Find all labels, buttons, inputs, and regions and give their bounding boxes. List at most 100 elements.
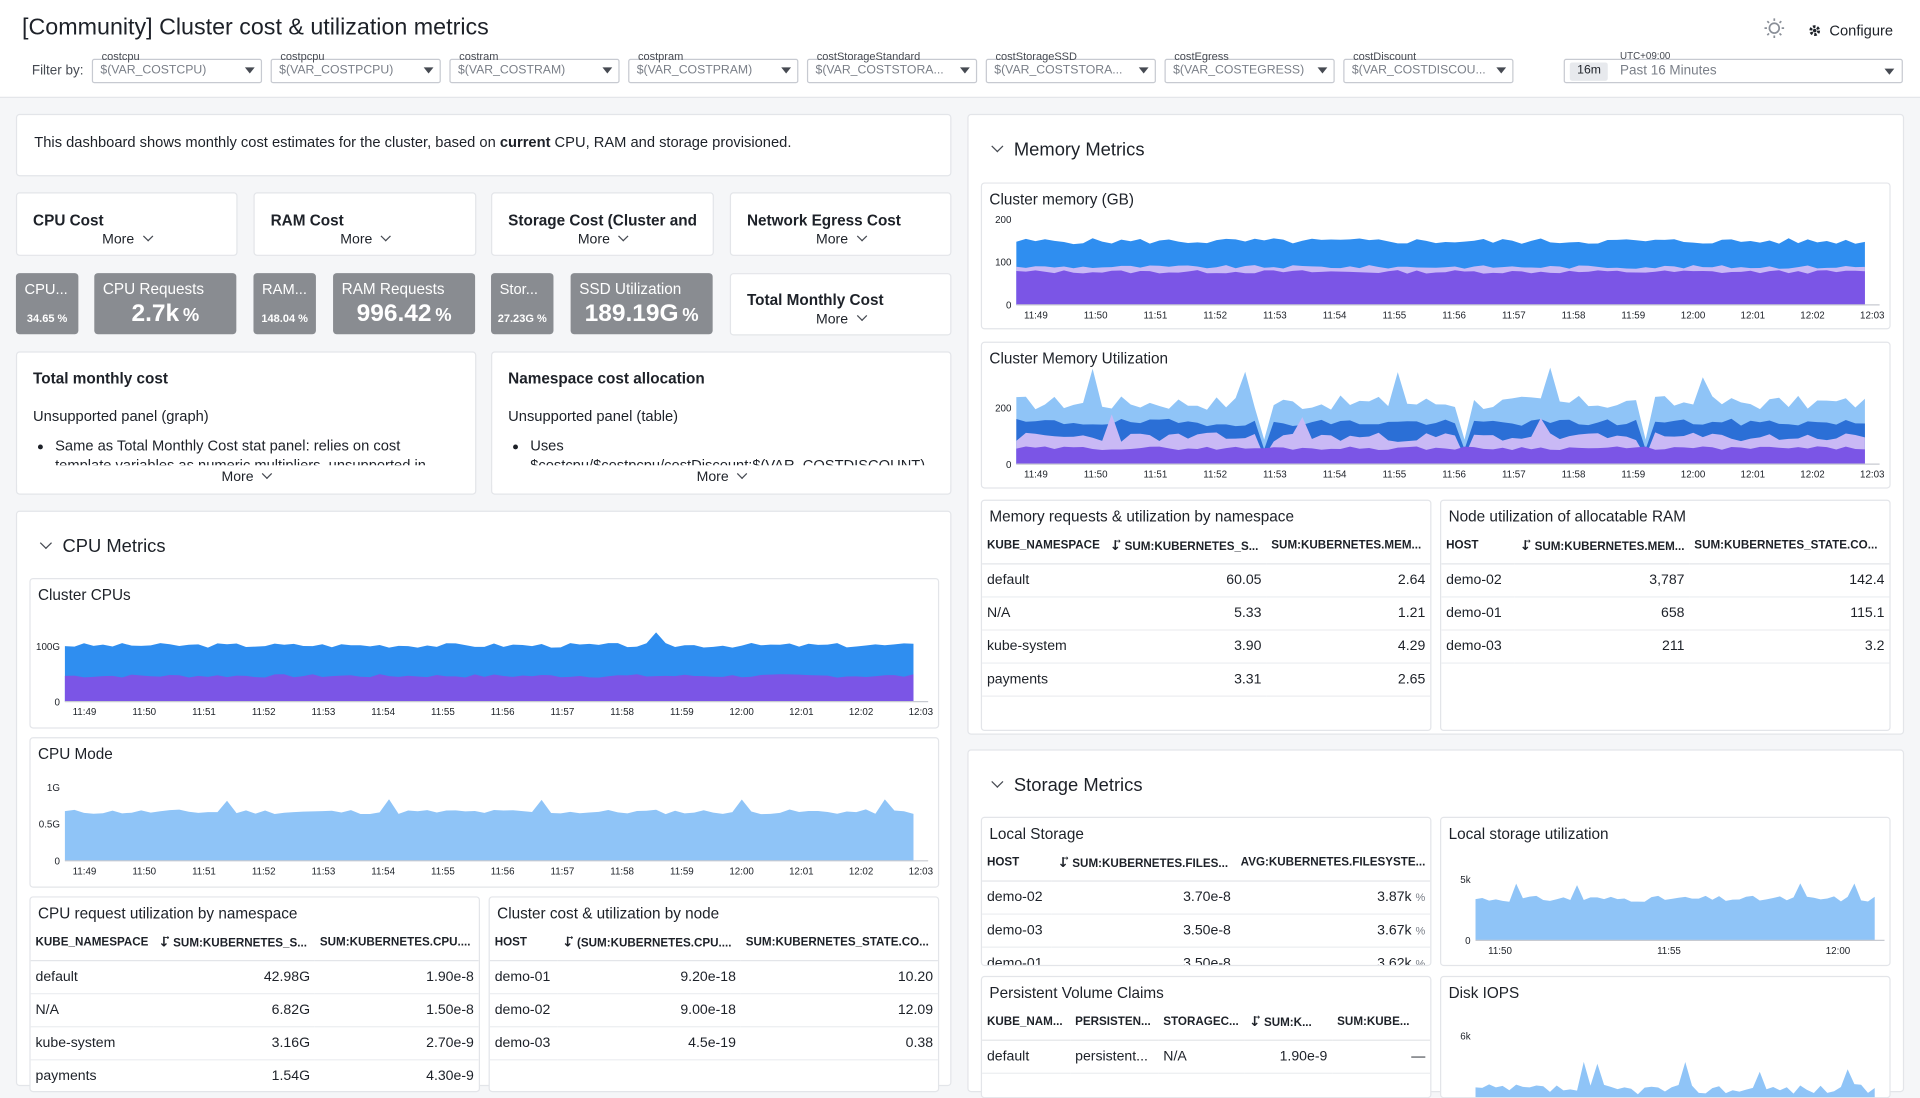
sort-desc-icon: ↓⃗ <box>562 935 574 951</box>
x-tick-label: 11:58 <box>1562 470 1586 481</box>
cpu-request-ns-table: KUBE_NAMESPACE ↓⃗ SUM:KUBERNETES_S... SUM:K… <box>30 933 479 1092</box>
x-tick-label: 12:00 <box>729 866 754 877</box>
x-tick-label: 11:50 <box>132 707 156 718</box>
cpu-metrics-header[interactable]: CPU Metrics <box>37 536 166 557</box>
table-row: N/A 5.33 1.21 <box>982 596 1431 631</box>
table-row: kube-system 3.90 4.29 <box>982 629 1431 664</box>
chevron-down-icon <box>142 231 153 242</box>
x-tick-label: 11:56 <box>491 866 515 877</box>
x-tick-label: 11:51 <box>192 707 216 718</box>
chevron-down-icon <box>380 231 392 242</box>
more-button[interactable]: More <box>731 231 950 247</box>
x-tick-label: 11:58 <box>610 866 634 877</box>
series-area <box>1475 883 1875 941</box>
x-tick-label: 11:57 <box>551 866 575 877</box>
more-button[interactable]: More <box>492 468 951 485</box>
caret-down-icon <box>244 67 255 74</box>
storage-metrics-section: Storage Metrics Local Storage HOST ↓⃗ SUM:… <box>967 749 1905 1098</box>
more-button[interactable]: More <box>17 231 236 247</box>
chevron-down-icon <box>856 310 867 322</box>
cpu-cost-card: CPU Cost More <box>15 192 238 256</box>
memory-metrics-header[interactable]: Memory Metrics <box>988 140 1145 160</box>
cluster-memory-panel[interactable]: Cluster memory (GB) 11:49 11:50 11:51 11:52… <box>980 182 1891 330</box>
template-var-costpcpu[interactable]: $(VAR_COSTPCPU) costpcpu <box>270 50 441 84</box>
total-monthly-cost-panel: Total monthly cost Unsupported panel (gr… <box>15 351 477 495</box>
table-row: demo-02 3,787 142.4 <box>1441 563 1890 597</box>
x-tick-label: 12:00 <box>1681 470 1706 481</box>
memory-utilization-panel[interactable]: Cluster Memory Utilization 11:49 11:50 11:… <box>980 341 1891 489</box>
x-tick-label: 11:50 <box>132 866 156 877</box>
network-egress-cost-card: Network Egress Cost More <box>729 192 952 256</box>
storage-utilization-stat[interactable]: Stor... 27.23G % <box>491 273 554 335</box>
sort-desc-icon: ↓⃗ <box>1519 539 1531 554</box>
more-button[interactable]: More <box>731 310 950 327</box>
settings-sun-icon[interactable] <box>1763 17 1785 43</box>
time-range-picker[interactable]: 16m Past 16 Minutes UTC+09:00 <box>1563 50 1903 84</box>
cpu-mode-panel[interactable]: CPU Mode 11:49 11:50 11:51 11:52 11:53 11:54 1… <box>29 737 940 888</box>
more-button[interactable]: More <box>492 231 712 247</box>
caret-down-icon <box>781 67 792 74</box>
memory-utilization-chart: 11:49 11:50 11:51 11:52 11:53 11:54 11:55 11:56… <box>995 367 1885 481</box>
x-tick-label: 11:55 <box>1382 310 1406 321</box>
dashboard-title: [Community] Cluster cost & utilization m… <box>22 14 489 41</box>
x-tick-label: 12:01 <box>1741 310 1765 321</box>
node-ram-table: HOST ↓⃗ SUM:KUBERNETES.MEM... SUM:KUBERNETE… <box>1441 536 1890 664</box>
x-tick-label: 11:55 <box>431 866 455 877</box>
timezone-label: UTC+09:00 <box>1620 50 1671 62</box>
storage-metrics-header[interactable]: Storage Metrics <box>988 775 1143 796</box>
x-tick-label: 11:53 <box>312 707 336 718</box>
caret-down-icon <box>1496 67 1507 74</box>
y-tick-label: 0 <box>55 697 61 708</box>
ssd-utilization-stat[interactable]: SSD Utilization 189.19G% <box>570 273 713 335</box>
y-tick-label: 5k <box>1460 875 1470 886</box>
template-var-costram[interactable]: $(VAR_COSTRAM) costram <box>449 50 620 84</box>
x-tick-label: 11:55 <box>431 707 455 718</box>
x-tick-label: 11:52 <box>1203 470 1227 481</box>
template-var-costegress[interactable]: $(VAR_COSTEGRESS) costEgress <box>1164 50 1335 84</box>
y-tick-label: 200 <box>995 403 1012 414</box>
local-storage-utilization-panel[interactable]: Local storage utilization 11:50 11:55 12:0… <box>1440 816 1891 967</box>
configure-button[interactable]: Configure <box>1807 21 1893 39</box>
cpu-request-ns-panel[interactable]: CPU request utilization by namespace KUB… <box>29 896 481 1093</box>
local-storage-panel[interactable]: Local Storage HOST ↓⃗ SUM:KUBERNETES.FILES… <box>980 816 1432 967</box>
cost-by-node-panel[interactable]: Cluster cost & utilization by node HOST ↓… <box>488 896 940 1093</box>
x-tick-label: 12:03 <box>909 866 934 877</box>
x-tick-label: 11:59 <box>670 707 694 718</box>
cluster-cpus-panel[interactable]: Cluster CPUs 11:49 11:50 11:51 11:52 11:53 11… <box>29 577 940 729</box>
template-var-coststoragestandard[interactable]: $(VAR_COSTSTORA... costStorageStandard <box>806 50 978 84</box>
more-button[interactable]: More <box>255 231 475 247</box>
cpu-metrics-section: CPU Metrics Cluster CPUs 11:49 11:50 11:51… <box>15 510 952 1093</box>
table-row: demo-02 3.70e-8 3.87k % <box>982 880 1431 915</box>
pvc-panel[interactable]: Persistent Volume Claims KUBE_NAM... PERS… <box>980 975 1432 1098</box>
template-var-costcpu[interactable]: $(VAR_COSTCPU) costcpu <box>91 50 263 84</box>
x-tick-label: 11:49 <box>1024 470 1048 481</box>
table-row: default 42.98G 1.90e-8 <box>30 960 479 994</box>
pvc-table: KUBE_NAM... PERSISTEN... STORAGEC... ↓⃗ SUM:… <box>982 1012 1431 1074</box>
template-var-coststoragessd[interactable]: $(VAR_COSTSTORA... costStorageSSD <box>985 50 1156 84</box>
more-button[interactable]: More <box>17 468 476 485</box>
memory-requests-ns-panel[interactable]: Memory requests & utilization by namespa… <box>980 499 1432 732</box>
ram-utilization-stat[interactable]: RAM... 148.04 % <box>253 273 316 335</box>
cpu-requests-stat[interactable]: CPU Requests 2.7k% <box>94 273 237 335</box>
template-var-costpram[interactable]: $(VAR_COSTPRAM) costpram <box>628 50 799 84</box>
table-row: N/A 6.82G 1.50e-8 <box>30 993 479 1027</box>
node-ram-panel[interactable]: Node utilization of allocatable RAM HOST… <box>1440 499 1891 732</box>
x-tick-label: 11:52 <box>252 707 276 718</box>
table-row: demo-02 9.00e-18 12.09 <box>489 993 938 1027</box>
ram-requests-stat[interactable]: RAM Requests 996.42% <box>333 273 476 335</box>
series-area <box>1016 270 1865 305</box>
sort-desc-icon: ↓⃗ <box>1248 1015 1261 1031</box>
namespace-cost-allocation-panel: Namespace cost allocation Unsupported pa… <box>491 351 952 495</box>
table-row: demo-01 9.20e-18 10.20 <box>489 960 938 994</box>
top-bar: [Community] Cluster cost & utilization m… <box>0 0 1920 98</box>
y-tick-label: 100 <box>995 258 1012 269</box>
series-area <box>1016 446 1865 465</box>
cluster-memory-chart: 11:49 11:50 11:51 11:52 11:53 11:54 11:55 11:56… <box>995 215 1885 322</box>
table-row: demo-03 3.50e-8 3.67k % <box>982 913 1431 948</box>
cpu-utilization-stat[interactable]: CPU... 34.65 % <box>15 273 79 335</box>
x-tick-label: 12:00 <box>729 707 754 718</box>
caret-down-icon <box>1138 67 1149 74</box>
template-var-costdiscount[interactable]: $(VAR_COSTDISCOU... costDiscount <box>1343 50 1514 84</box>
y-tick-label: 0.5G <box>39 820 60 831</box>
x-tick-label: 11:49 <box>1024 310 1048 321</box>
